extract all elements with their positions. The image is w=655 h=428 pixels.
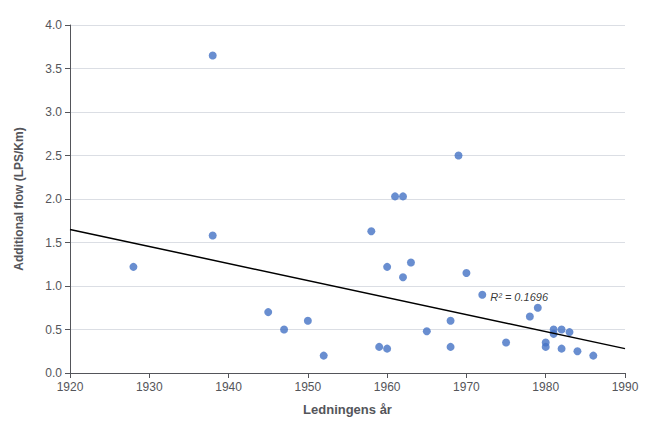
svg-text:2.0: 2.0 bbox=[45, 192, 62, 206]
svg-text:Additional flow (LPS/Km): Additional flow (LPS/Km) bbox=[12, 127, 26, 270]
svg-text:4.0: 4.0 bbox=[45, 18, 62, 32]
svg-text:0.5: 0.5 bbox=[45, 323, 62, 337]
svg-text:1.0: 1.0 bbox=[45, 279, 62, 293]
svg-text:1.5: 1.5 bbox=[45, 236, 62, 250]
svg-text:3.0: 3.0 bbox=[45, 105, 62, 119]
svg-text:R² = 0.1696: R² = 0.1696 bbox=[490, 291, 549, 303]
svg-text:1980: 1980 bbox=[532, 380, 559, 394]
svg-text:0.0: 0.0 bbox=[45, 366, 62, 380]
svg-text:1920: 1920 bbox=[57, 380, 84, 394]
svg-text:1950: 1950 bbox=[295, 380, 322, 394]
svg-text:Ledningens år: Ledningens år bbox=[303, 402, 392, 417]
svg-text:3.5: 3.5 bbox=[45, 62, 62, 76]
svg-text:1990: 1990 bbox=[612, 380, 639, 394]
svg-text:1930: 1930 bbox=[136, 380, 163, 394]
svg-text:1960: 1960 bbox=[374, 380, 401, 394]
svg-text:1940: 1940 bbox=[215, 380, 242, 394]
svg-text:2.5: 2.5 bbox=[45, 149, 62, 163]
svg-text:1970: 1970 bbox=[453, 380, 480, 394]
